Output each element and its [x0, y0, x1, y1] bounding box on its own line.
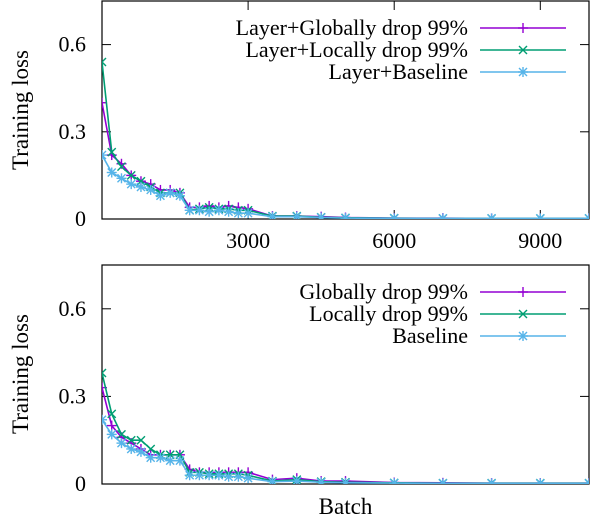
- bottom-panel: 0 0.3 0.6 Training loss Batch Globally drop 9…: [8, 264, 590, 519]
- series-globally: [102, 382, 589, 484]
- data-point: [243, 473, 254, 484]
- data-point: [165, 455, 176, 466]
- y-tick-label: 0: [75, 471, 86, 496]
- data-point: [584, 478, 589, 484]
- x-tick-label: 6000: [372, 228, 416, 253]
- legend-label: Locally drop 99%: [309, 301, 468, 326]
- data-point: [102, 414, 107, 425]
- data-point: [389, 478, 400, 484]
- data-point: [518, 23, 528, 33]
- data-point: [165, 187, 176, 198]
- data-point: [146, 444, 156, 454]
- series-baseline: [102, 150, 589, 219]
- data-point: [184, 470, 195, 481]
- data-point: [126, 443, 137, 454]
- data-point: [174, 455, 185, 466]
- data-point: [213, 470, 224, 481]
- data-point: [184, 205, 195, 216]
- data-point: [486, 478, 497, 484]
- y-tick-label: 0.3: [59, 119, 87, 144]
- data-point: [107, 147, 117, 157]
- x-tick-label: 3000: [226, 228, 270, 253]
- data-point: [291, 211, 302, 219]
- data-point: [145, 452, 156, 463]
- data-point: [340, 477, 351, 484]
- data-point: [106, 429, 117, 440]
- data-point: [106, 167, 117, 178]
- data-point: [145, 184, 156, 195]
- data-point: [518, 331, 528, 341]
- top-panel: 0 0.3 0.6 3000 6000 9000 Training loss Layer+Gl…: [8, 0, 590, 253]
- data-point: [486, 213, 497, 219]
- data-point: [535, 478, 546, 484]
- data-point: [389, 213, 400, 219]
- data-point: [155, 190, 166, 201]
- data-point: [174, 190, 185, 201]
- data-point: [194, 205, 205, 216]
- y-axis-label: Training loss: [8, 50, 33, 170]
- data-point: [204, 470, 215, 481]
- data-point: [102, 97, 107, 108]
- y-tick-label: 0.6: [59, 296, 87, 321]
- data-point: [204, 206, 215, 217]
- series-locally: [102, 368, 589, 484]
- data-point: [107, 409, 117, 419]
- data-point: [267, 211, 278, 219]
- series-globally: [102, 97, 589, 219]
- legend-label: Baseline: [392, 323, 468, 348]
- data-point: [213, 205, 224, 216]
- data-point: [340, 213, 351, 219]
- data-point: [106, 420, 117, 431]
- data-point: [243, 208, 254, 219]
- data-point: [584, 213, 589, 219]
- x-tick-label: 9000: [518, 228, 562, 253]
- data-point: [136, 435, 146, 445]
- data-point: [155, 452, 166, 463]
- x-axis-label: Batch: [319, 494, 373, 519]
- data-point: [116, 173, 127, 184]
- data-point: [518, 45, 528, 55]
- data-point: [102, 150, 107, 161]
- series-line: [102, 154, 589, 219]
- data-point: [316, 477, 327, 484]
- data-point: [535, 213, 546, 219]
- data-point: [135, 182, 146, 193]
- data-point: [135, 446, 146, 457]
- data-point: [437, 478, 448, 484]
- y-tick-label: 0: [75, 206, 86, 231]
- data-point: [126, 170, 136, 180]
- data-point: [223, 206, 234, 217]
- series-baseline: [102, 414, 589, 484]
- data-point: [518, 287, 528, 297]
- series-line: [102, 102, 589, 219]
- data-point: [267, 476, 278, 484]
- data-point: [102, 57, 107, 67]
- series-line: [102, 387, 589, 484]
- data-point: [194, 470, 205, 481]
- series-line: [102, 419, 589, 484]
- legend-label: Layer+Locally drop 99%: [245, 37, 468, 62]
- y-tick-label: 0.3: [59, 383, 87, 408]
- data-point: [116, 429, 126, 439]
- data-point: [233, 471, 244, 482]
- data-point: [223, 471, 234, 482]
- data-point: [126, 435, 136, 445]
- data-point: [316, 212, 327, 219]
- data-point: [126, 179, 137, 190]
- data-point: [291, 476, 302, 484]
- data-point: [233, 208, 244, 219]
- series-line: [102, 372, 589, 484]
- data-point: [518, 67, 528, 77]
- legend-label: Layer+Globally drop 99%: [236, 15, 468, 40]
- data-point: [437, 213, 448, 219]
- data-point: [116, 438, 127, 449]
- legend-label: Layer+Baseline: [329, 59, 468, 84]
- data-point: [116, 162, 126, 172]
- data-point: [518, 309, 528, 319]
- y-axis-label: Training loss: [8, 314, 33, 434]
- legend-label: Globally drop 99%: [299, 279, 468, 304]
- data-point: [102, 368, 107, 378]
- y-tick-label: 0.6: [59, 32, 87, 57]
